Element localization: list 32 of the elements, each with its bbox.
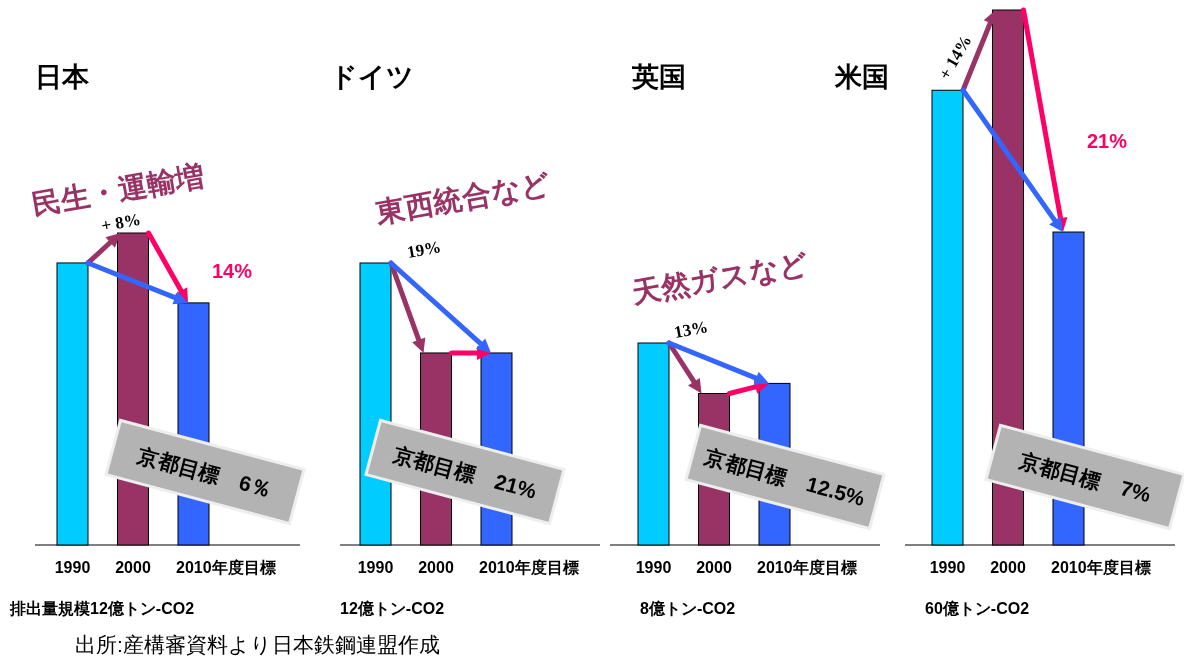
text: 8億トン-CO2: [640, 600, 736, 617]
x-tick-label: 2000: [115, 559, 151, 576]
x-tick-label: 2000: [418, 559, 454, 576]
x-tick-label: 2000: [990, 559, 1026, 576]
text: 19%: [405, 237, 443, 262]
x-tick-label: 1990: [357, 559, 394, 576]
text: 米国: [834, 62, 889, 92]
chart-title: 日本: [35, 62, 90, 92]
x-tick-label: 2010年度目標: [757, 558, 857, 576]
text: 排出量規模12億トン-CO2: [9, 600, 195, 617]
text: 12億トン-CO2: [340, 600, 445, 617]
annotation: 京都目標 6％: [134, 443, 275, 502]
annotation: 21%: [1086, 130, 1128, 152]
chart-title: ドイツ: [330, 62, 414, 92]
x-tick-label: 2010年度目標: [1051, 558, 1151, 576]
annotation: 京都目標 12.5%: [701, 444, 868, 510]
x-tick-label: 2010年度目標: [479, 558, 579, 576]
text: 出所:産構審資料より日本鉄鋼連盟作成: [75, 633, 440, 656]
chart-title: 英国: [631, 62, 686, 92]
annotation: + 8%: [99, 209, 143, 236]
annotation: 14%: [211, 260, 253, 282]
text: 東西統合など: [372, 167, 553, 230]
text: 60億トン-CO2: [925, 600, 1030, 617]
text: 13%: [672, 317, 710, 342]
x-tick-label: 1990: [635, 559, 672, 576]
annotation: 京都目標 7%: [1015, 448, 1154, 507]
x-tick-label: 2010年度目標: [176, 558, 276, 576]
text: 天然ガスなど: [628, 246, 811, 310]
x-tick-label: 2000: [696, 559, 732, 576]
x-tick-label: 1990: [54, 559, 91, 576]
annotation: 京都目標 21%: [389, 442, 540, 503]
x-tick-label: 1990: [929, 559, 966, 576]
